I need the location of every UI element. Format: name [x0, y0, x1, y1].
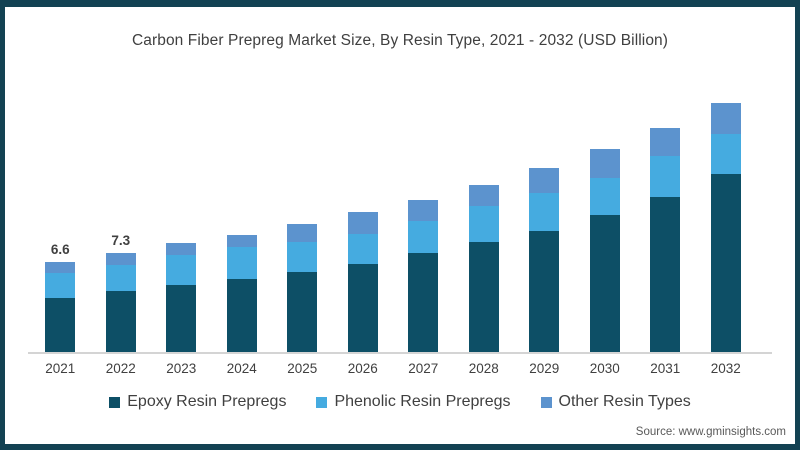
bar-segment-phenolic-2031: [650, 156, 681, 197]
bar-segment-phenolic-2023: [166, 255, 197, 286]
x-axis-label-2029: 2029: [529, 361, 560, 376]
x-axis-label-2021: 2021: [45, 361, 76, 376]
bar-segment-phenolic-2021: [45, 273, 76, 298]
bar-2028: [468, 184, 499, 352]
bar-segment-other-2025: [287, 224, 318, 242]
bar-segment-epoxy-2031: [650, 196, 681, 352]
x-axis-label-2025: 2025: [287, 361, 318, 376]
bar-segment-epoxy-2032: [710, 173, 741, 352]
legend-label-epoxy: Epoxy Resin Prepregs: [127, 393, 287, 410]
bar-segment-other-2022: [105, 252, 136, 265]
bar-column-2024: [212, 100, 273, 352]
legend-label-phenolic: Phenolic Resin Prepregs: [334, 393, 511, 410]
bar-2027: [408, 199, 439, 352]
bar-column-2027: [393, 100, 454, 352]
x-axis-label-2024: 2024: [226, 361, 257, 376]
bar-column-2026: [333, 100, 394, 352]
bar-segment-epoxy-2026: [347, 263, 378, 352]
bar-column-2030: [575, 100, 636, 352]
bar-column-2028: [454, 100, 515, 352]
x-axis-label-2026: 2026: [347, 361, 378, 376]
chart-legend: Epoxy Resin Prepregs Phenolic Resin Prepr…: [0, 393, 800, 411]
bar-segment-epoxy-2025: [287, 271, 318, 352]
x-axis-labels: 2021 2022 2023 2024 2025 2026 2027 2028 2029 2030…: [30, 361, 756, 376]
x-axis-label-2031: 2031: [650, 361, 681, 376]
bar-column-2023: [151, 100, 212, 352]
bar-column-2025: [272, 100, 333, 352]
bar-column-2021: 6.6: [30, 100, 91, 352]
bar-segment-epoxy-2022: [105, 290, 136, 352]
bar-segment-phenolic-2024: [226, 247, 257, 279]
bar-segment-phenolic-2025: [287, 241, 318, 272]
bar-segment-phenolic-2029: [529, 192, 560, 231]
bar-segment-epoxy-2023: [166, 285, 197, 352]
x-axis-label-2023: 2023: [166, 361, 197, 376]
bar-segment-epoxy-2029: [529, 230, 560, 352]
legend-swatch-epoxy: [109, 396, 121, 408]
bar-segment-phenolic-2027: [408, 221, 439, 253]
bar-segment-other-2031: [650, 127, 681, 157]
bar-column-2032: [696, 100, 757, 352]
x-axis-label-2022: 2022: [105, 361, 136, 376]
x-axis-label-2030: 2030: [589, 361, 620, 376]
bar-value-label-2022: 7.3: [111, 232, 131, 248]
bar-segment-epoxy-2028: [468, 241, 499, 352]
bar-column-2029: [514, 100, 575, 352]
bar-column-2022: 7.3: [91, 100, 152, 352]
legend-swatch-other: [540, 396, 552, 408]
bar-2021: [45, 262, 76, 352]
bar-segment-epoxy-2030: [589, 214, 620, 352]
plot-area: 6.6 7.3: [30, 100, 756, 352]
bar-segment-other-2029: [529, 168, 560, 193]
bar-segment-other-2024: [226, 235, 257, 248]
bar-2032: [710, 103, 741, 352]
bar-2023: [166, 243, 197, 352]
x-axis-label-2032: 2032: [710, 361, 741, 376]
bar-segment-other-2027: [408, 199, 439, 222]
bar-segment-phenolic-2026: [347, 233, 378, 264]
bar-segment-phenolic-2028: [468, 206, 499, 242]
bar-segment-other-2026: [347, 211, 378, 234]
bar-segment-other-2032: [710, 103, 741, 135]
legend-item-epoxy: Epoxy Resin Prepregs: [109, 393, 286, 411]
bar-segment-epoxy-2024: [226, 278, 257, 352]
source-note: Source: www.gminsights.com: [635, 426, 786, 438]
bar-segment-other-2021: [45, 262, 76, 274]
bar-segment-other-2030: [589, 149, 620, 178]
bar-2022: [105, 252, 136, 352]
x-axis-line: [28, 352, 772, 354]
bar-column-2031: [635, 100, 696, 352]
bar-2024: [226, 235, 257, 352]
legend-swatch-phenolic: [316, 396, 328, 408]
bar-2026: [347, 211, 378, 352]
bar-segment-epoxy-2021: [45, 297, 76, 352]
legend-label-other: Other Resin Types: [558, 393, 691, 410]
bar-segment-phenolic-2032: [710, 134, 741, 174]
bar-2030: [589, 149, 620, 352]
legend-item-phenolic: Phenolic Resin Prepregs: [316, 393, 511, 411]
legend-item-other: Other Resin Types: [540, 393, 691, 411]
bar-2031: [650, 127, 681, 352]
x-axis-label-2028: 2028: [468, 361, 499, 376]
bar-segment-phenolic-2022: [105, 264, 136, 291]
bar-segment-phenolic-2030: [589, 177, 620, 215]
bar-segment-other-2023: [166, 243, 197, 256]
bar-segment-epoxy-2027: [408, 252, 439, 352]
x-axis-label-2027: 2027: [408, 361, 439, 376]
bar-segment-other-2028: [468, 184, 499, 207]
chart-title: Carbon Fiber Prepreg Market Size, By Res…: [131, 32, 669, 49]
bar-value-label-2021: 6.6: [50, 242, 70, 258]
bar-2025: [287, 224, 318, 352]
bar-2029: [529, 168, 560, 352]
